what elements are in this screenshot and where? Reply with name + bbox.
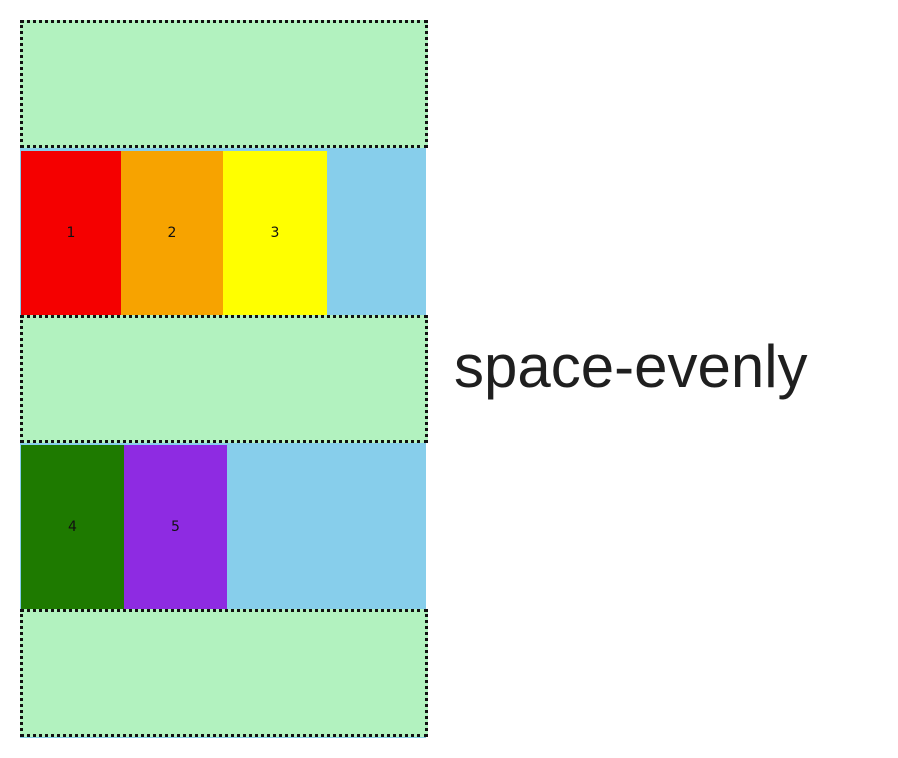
flex-item-label: 3 — [270, 225, 280, 241]
justify-value-caption: space-evenly — [454, 333, 808, 400]
flex-item-3: 3 — [223, 151, 327, 315]
flex-item-5: 5 — [124, 445, 227, 609]
flex-item-label: 1 — [66, 225, 76, 241]
flex-item-2: 2 — [121, 151, 223, 315]
flex-item-4: 4 — [21, 445, 124, 609]
spacing-area-top — [20, 20, 428, 148]
flex-item-label: 2 — [167, 225, 177, 241]
spacing-area-middle — [20, 315, 428, 443]
flex-item-label: 5 — [171, 519, 180, 535]
flex-item-1: 1 — [21, 151, 121, 315]
flex-container: 1 2 3 4 5 — [20, 20, 428, 738]
flex-item-label: 4 — [68, 519, 77, 535]
spacing-area-bottom — [20, 609, 428, 737]
